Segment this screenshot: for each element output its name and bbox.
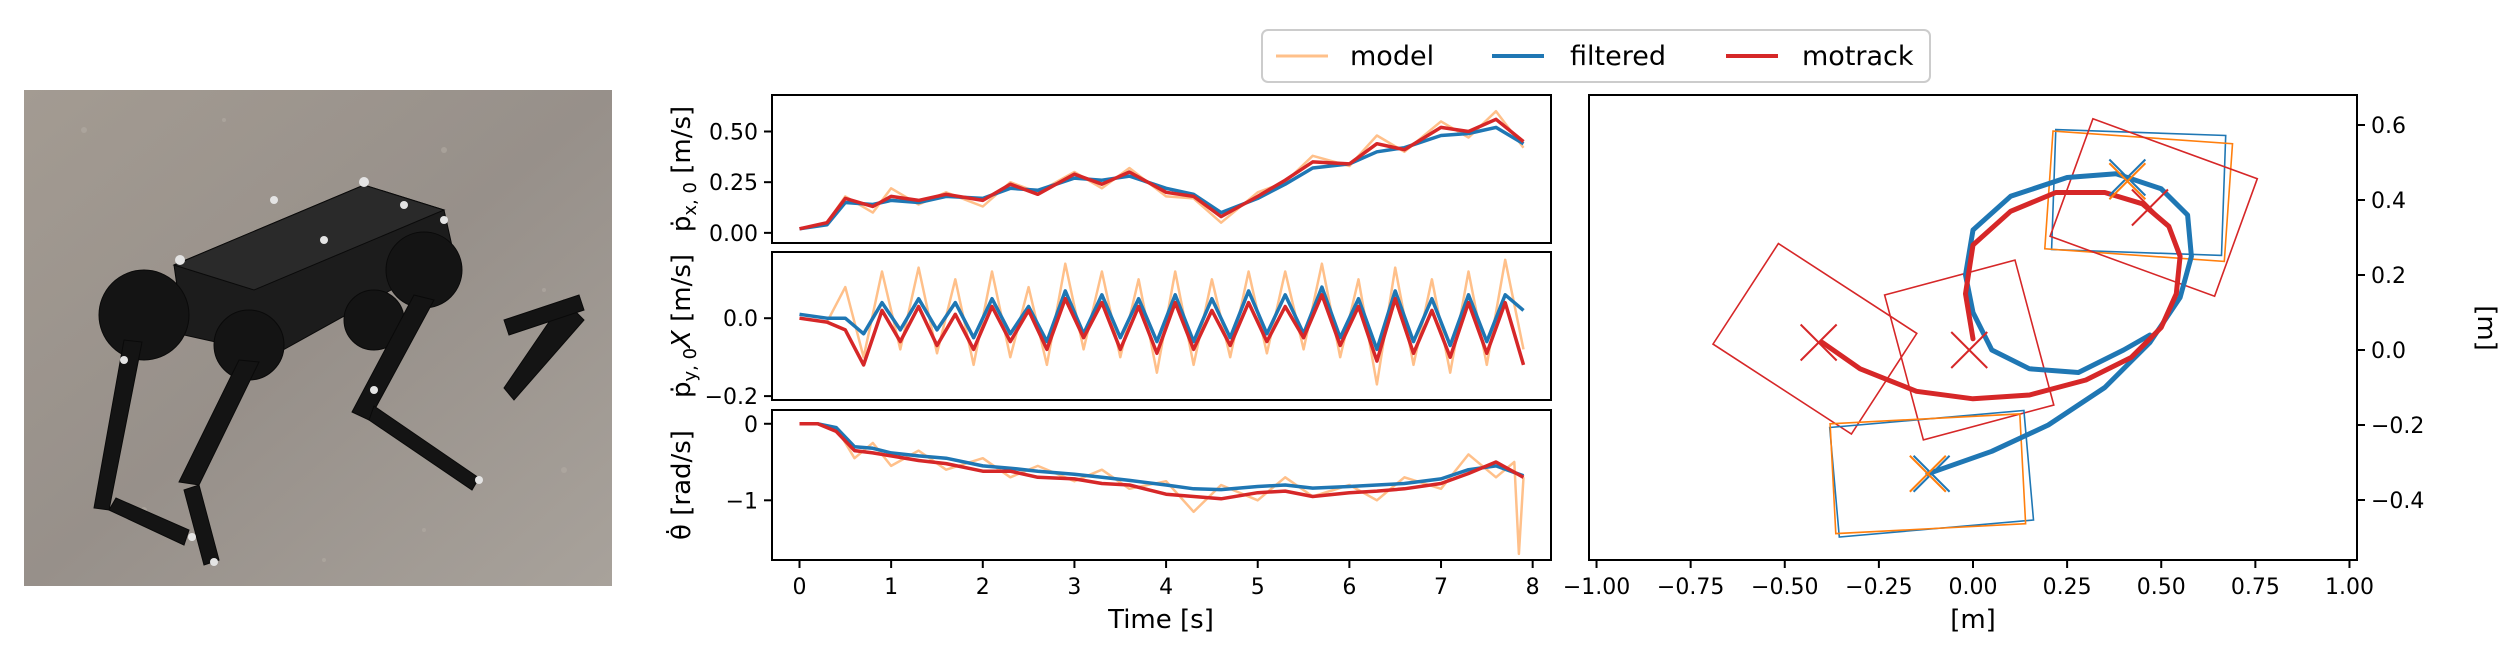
vx-ylabel-main: ṗ xyxy=(667,216,697,233)
legend-label-motrack: motrack xyxy=(1802,41,1914,72)
omega-ytick-label: 0 xyxy=(744,413,758,438)
legend-frame xyxy=(1261,29,1931,83)
legend-label-filtered: filtered xyxy=(1570,41,1666,72)
vx-series-motrack xyxy=(799,117,1525,231)
pose-marker-motrack xyxy=(2131,188,2169,227)
omega-axes-frame xyxy=(771,409,1552,561)
time-xtick-label: 3 xyxy=(1067,575,1081,600)
trajectory-xtick-label: 0.50 xyxy=(2137,575,2186,600)
trajectory-ytick-label: 0.2 xyxy=(2371,264,2406,289)
omega-series-motrack xyxy=(799,422,1525,501)
pose-marker-filtered xyxy=(1912,455,1951,493)
vx-ytick-label: 0.25 xyxy=(709,171,758,196)
vy-axes-frame xyxy=(771,251,1552,401)
vy-series-motrack xyxy=(799,293,1526,367)
vy-ylabel-x: X xyxy=(667,329,697,350)
vy-yticks: 0.0 −0.2 xyxy=(705,307,772,410)
trajectory-yticks: 0.6 0.4 0.2 0.0 −0.2 −0.4 xyxy=(2357,114,2424,514)
vy-ylabel-unit: [m/s] xyxy=(667,254,697,330)
time-xlabel: Time [s] xyxy=(1107,605,1214,635)
trajectory-markers xyxy=(1799,158,2169,493)
time-xtick-label: 2 xyxy=(976,575,990,600)
footprint-motrack xyxy=(1711,242,1918,436)
trajectory-panel: −1.00 −0.75 −0.50 −0.25 0.00 0.25 0.50 0.75 1.00… xyxy=(1563,94,2501,635)
robot-photo xyxy=(24,90,612,586)
vy-series-model xyxy=(799,258,1525,386)
legend-label-model: model xyxy=(1350,41,1434,72)
vx-lines xyxy=(799,109,1525,231)
trajectory-ytick-label: 0.6 xyxy=(2371,114,2406,139)
vy-ylabel: ṗy, 0X [m/s] xyxy=(667,254,701,398)
trajectory-series-motrack xyxy=(1819,190,2183,402)
vx-series-model xyxy=(799,109,1525,231)
time-xtick-label: 7 xyxy=(1434,575,1448,600)
footprint-motrack xyxy=(2049,117,2259,298)
vx-ytick-label: 0.50 xyxy=(709,120,758,145)
time-xtick-label: 1 xyxy=(884,575,898,600)
footprint-estimate xyxy=(2043,130,2234,263)
vx-panel: 0.00 0.25 0.50 ṗx, 0 [m/s] xyxy=(667,94,1552,247)
pose-marker-estimate xyxy=(1909,455,1947,493)
vx-ytick-label: 0.00 xyxy=(709,222,758,247)
omega-ylabel-main: θ̇ xyxy=(664,524,697,540)
pose-marker-estimate xyxy=(2108,162,2147,200)
trajectory-xtick-label: 0.75 xyxy=(2231,575,2280,600)
omega-lines xyxy=(799,422,1525,556)
time-xtick-label: 6 xyxy=(1342,575,1356,600)
pose-marker-motrack xyxy=(1799,323,1838,362)
trajectory-xtick-label: −0.50 xyxy=(1751,575,1818,600)
pose-marker-filtered xyxy=(2108,158,2147,197)
footprint-motrack xyxy=(1883,259,2055,441)
markers xyxy=(120,177,483,566)
vy-lines xyxy=(799,258,1526,386)
time-xtick-label: 8 xyxy=(1526,575,1540,600)
footprint-filtered xyxy=(2050,128,2227,257)
vy-series-filtered xyxy=(799,285,1525,352)
robot xyxy=(93,184,585,566)
trajectory-series-filtered xyxy=(1925,171,2194,477)
vx-axes-frame xyxy=(771,94,1552,244)
time-xtick-label: 0 xyxy=(792,575,806,600)
vx-yticks: 0.00 0.25 0.50 xyxy=(709,120,772,247)
vx-ylabel-unit: [m/s] xyxy=(667,106,697,182)
time-xtick-label: 4 xyxy=(1159,575,1173,600)
trajectory-footprints xyxy=(1711,117,2259,538)
legend: model filtered motrack xyxy=(1261,29,1931,83)
trajectory-ytick-label: −0.2 xyxy=(2371,414,2424,439)
omega-panel: 0 −1 0 1 2 3 4 5 6 7 8 θ̇ [rad/s] Time [s] xyxy=(664,409,1552,635)
footprint-filtered xyxy=(1828,409,2035,538)
trajectory-xtick-label: −0.25 xyxy=(1845,575,1912,600)
trajectory-xtick-label: 0.25 xyxy=(2043,575,2092,600)
vy-ytick-label: −0.2 xyxy=(705,385,758,410)
trajectory-ytick-label: −0.4 xyxy=(2371,489,2424,514)
vy-ylabel-sub: y, 0 xyxy=(680,348,701,382)
vy-ylabel-main: ṗ xyxy=(667,382,697,399)
omega-ylabel-unit: [rad/s] xyxy=(667,430,697,524)
omega-series-filtered xyxy=(799,422,1525,492)
omega-yticks: 0 −1 xyxy=(726,413,772,514)
trajectory-xticks: −1.00 −0.75 −0.50 −0.25 0.00 0.25 0.50 0.75 1.00 xyxy=(1563,560,2374,600)
time-xtick-label: 5 xyxy=(1251,575,1265,600)
footprint-estimate xyxy=(1829,413,2027,535)
trajectory-xtick-label: −0.75 xyxy=(1657,575,1724,600)
trajectory-xtick-label: 0.00 xyxy=(1949,575,1998,600)
trajectory-xtick-label: −1.00 xyxy=(1563,575,1630,600)
vx-ylabel: ṗx, 0 [m/s] xyxy=(667,106,701,232)
omega-ylabel: θ̇ [rad/s] xyxy=(664,430,697,540)
trajectory-ylabel: [m] xyxy=(2471,305,2501,351)
vy-panel: 0.0 −0.2 ṗy, 0X [m/s] xyxy=(667,251,1552,410)
trajectory-lines xyxy=(1819,171,2194,477)
vx-ylabel-sub: x, 0 xyxy=(680,182,701,216)
trajectory-xtick-label: 1.00 xyxy=(2325,575,2374,600)
omega-ytick-label: −1 xyxy=(726,489,758,514)
vy-ytick-label: 0.0 xyxy=(723,307,758,332)
trajectory-xlabel: [m] xyxy=(1950,605,1996,635)
omega-xticks: 0 1 2 3 4 5 6 7 8 xyxy=(792,560,1540,600)
trajectory-ytick-label: 0.4 xyxy=(2371,189,2406,214)
pose-marker-motrack xyxy=(1950,331,1988,369)
trajectory-ytick-label: 0.0 xyxy=(2371,339,2406,364)
